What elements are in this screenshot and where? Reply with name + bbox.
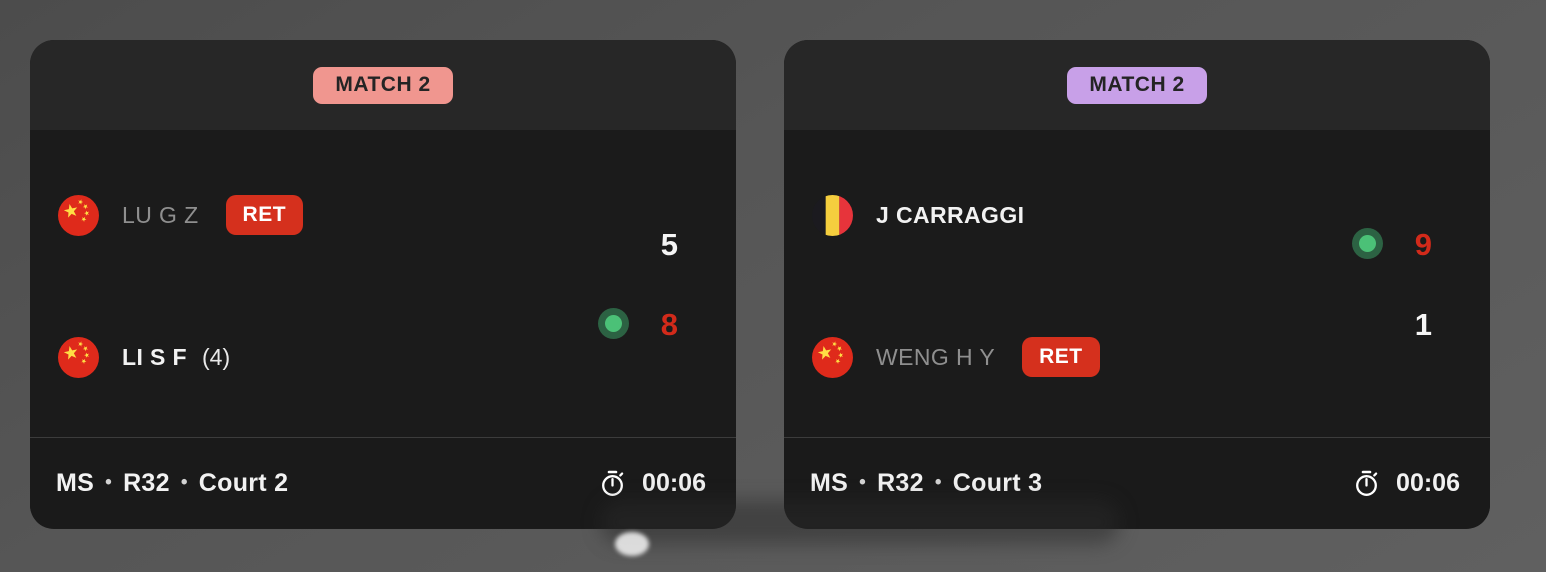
player-seed: (4)	[202, 343, 231, 370]
match-number-badge: MATCH 2	[1067, 66, 1207, 104]
match-card-court-3[interactable]: MATCH 2 J CARRAGGI	[784, 40, 1490, 529]
court-label: Court 3	[952, 468, 1043, 497]
stopwatch-icon	[602, 470, 624, 496]
watermark-smudge	[615, 532, 649, 556]
player-row: LU G Z RET	[58, 194, 304, 236]
match-card-footer: MS • R32 • Court 2 00:06	[30, 437, 736, 528]
retired-badge: RET	[225, 195, 304, 235]
event-label: MS	[810, 468, 849, 497]
match-card-court-2[interactable]: MATCH 2 LU G Z RET	[30, 40, 736, 529]
retired-badge: RET	[1022, 337, 1100, 377]
match-timer: 00:06	[1352, 469, 1460, 498]
player-score: 9	[1414, 227, 1432, 262]
separator-dot: •	[859, 472, 867, 493]
player-score: 8	[660, 307, 678, 342]
player-name: J CARRAGGI	[876, 201, 1025, 228]
round-label: R32	[877, 468, 924, 497]
player-score: 5	[660, 227, 678, 262]
round-label: R32	[123, 468, 170, 497]
match-card-header: MATCH 2	[784, 40, 1490, 130]
player-row: LI S F (4)	[58, 336, 230, 378]
court-label: Court 2	[198, 468, 289, 497]
player-row: WENG H Y RET	[812, 336, 1100, 378]
separator-dot: •	[934, 472, 942, 493]
match-info: MS • R32 • Court 2	[56, 469, 288, 498]
player-name: LU G Z	[122, 201, 199, 228]
match-card-header: MATCH 2	[30, 40, 736, 130]
china-flag-icon	[58, 336, 99, 378]
serving-indicator	[598, 308, 629, 339]
stopwatch-icon	[1356, 470, 1378, 496]
player-name: LI S F	[122, 343, 188, 370]
china-flag-icon	[58, 194, 99, 236]
watermark-smudge	[600, 500, 1120, 544]
belgium-flag-icon	[812, 194, 853, 236]
china-flag-icon	[812, 336, 853, 378]
match-card-body: LU G Z RET LI S F (4) 5 8	[30, 130, 736, 437]
separator-dot: •	[105, 472, 113, 493]
match-info: MS • R32 • Court 3	[810, 469, 1042, 498]
player-score: 1	[1414, 307, 1432, 342]
player-row: J CARRAGGI	[812, 194, 1024, 236]
separator-dot: •	[180, 472, 188, 493]
serving-indicator	[1352, 228, 1383, 259]
event-label: MS	[56, 468, 95, 497]
match-card-body: J CARRAGGI WENG H Y RET 9 1	[784, 130, 1490, 437]
match-timer: 00:06	[598, 469, 706, 498]
match-number-badge: MATCH 2	[313, 66, 453, 104]
elapsed-time: 00:06	[1396, 468, 1460, 497]
elapsed-time: 00:06	[642, 468, 706, 497]
player-name: WENG H Y	[876, 343, 996, 370]
